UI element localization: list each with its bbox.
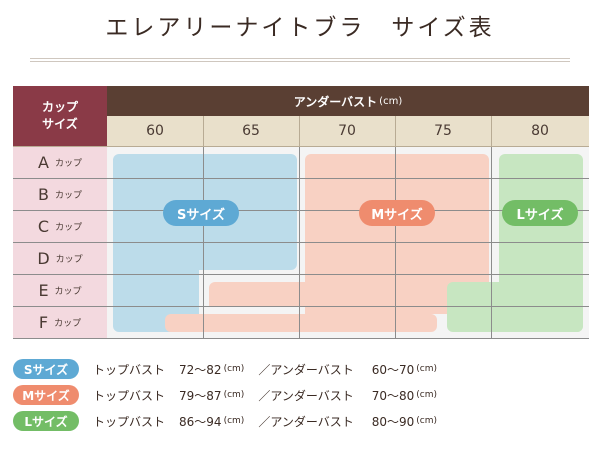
- cup-f-sub: カップ: [54, 318, 82, 329]
- header-vline-1: [203, 116, 204, 146]
- band-80: 80: [491, 116, 589, 146]
- cup-f: F カップ: [13, 306, 107, 338]
- corner-header: カップ サイズ: [13, 86, 107, 146]
- title-divider-2: [30, 61, 570, 62]
- cup-d-sub: カップ: [55, 254, 83, 265]
- cup-b-sub: カップ: [54, 190, 82, 201]
- legend-tag-s: Sサイズ: [13, 359, 79, 379]
- cup-c-sub: カップ: [55, 222, 83, 233]
- band-70: 70: [299, 116, 395, 146]
- cup-f-letter: F: [38, 312, 49, 332]
- grid-hline-5: [13, 306, 589, 307]
- cup-c: C カップ: [13, 210, 107, 242]
- pill-s-size: Sサイズ: [163, 200, 239, 226]
- legend-tag-m: Mサイズ: [13, 385, 79, 405]
- zone-l-bottom: [447, 282, 583, 332]
- legend-l-top-label: トップバスト: [93, 414, 166, 429]
- legend-s-top-unit: (cm): [223, 364, 245, 374]
- band-75: 75: [395, 116, 491, 146]
- header-vline-4: [491, 116, 492, 146]
- legend-m-under-value: 70～80: [371, 388, 415, 403]
- zone-m-bottom: [165, 314, 437, 332]
- size-table: カップ サイズ アンダーバスト (cm) 60 65 70 75 80 A カップ…: [13, 86, 589, 342]
- underbust-header-label: アンダーバスト: [293, 94, 378, 109]
- band-65: 65: [203, 116, 299, 146]
- header-vline-2: [299, 116, 300, 146]
- legend-m-top-unit: (cm): [223, 390, 245, 400]
- legend-s-top-value: 72～82: [179, 362, 222, 377]
- legend-s-top-label: トップバスト: [93, 362, 166, 377]
- band-60: 60: [107, 116, 203, 146]
- cup-e: E カップ: [13, 274, 107, 306]
- legend-l-top-unit: (cm): [223, 416, 245, 426]
- cup-d: D カップ: [13, 242, 107, 274]
- legend-row-l: Lサイズ トップバスト 86～94 (cm) ／アンダーバスト 80～90 (c…: [13, 410, 593, 432]
- corner-line-2: サイズ: [42, 117, 78, 131]
- cup-e-sub: カップ: [54, 286, 82, 297]
- legend-m-top-value: 79～87: [179, 388, 222, 403]
- cup-b-letter: B: [38, 184, 49, 204]
- legend-row-s: Sサイズ トップバスト 72～82 (cm) ／アンダーバスト 60～70 (c…: [13, 358, 593, 380]
- legend-l-top-value: 86～94: [179, 414, 222, 429]
- legend-m-under-unit: (cm): [416, 390, 438, 400]
- legend-l-under-value: 80～90: [371, 414, 415, 429]
- title-divider: [30, 58, 570, 59]
- cup-a-letter: A: [38, 152, 49, 172]
- legend-m-top-label: トップバスト: [93, 388, 166, 403]
- legend-s-under-label: ／アンダーバスト: [258, 362, 354, 377]
- cup-d-letter: D: [37, 248, 50, 268]
- cup-a: A カップ: [13, 146, 107, 178]
- legend-m-under-label: ／アンダーバスト: [258, 388, 354, 403]
- cup-e-letter: E: [38, 280, 49, 300]
- underbust-header: アンダーバスト (cm): [107, 86, 589, 116]
- grid-hline-1: [13, 178, 589, 179]
- grid-hline-0: [13, 146, 589, 147]
- corner-line-1: カップ: [41, 100, 78, 114]
- underbust-header-unit: (cm): [379, 95, 403, 107]
- legend-row-m: Mサイズ トップバスト 79～87 (cm) ／アンダーバスト 70～80 (c…: [13, 384, 593, 406]
- legend-s-under-unit: (cm): [416, 364, 438, 374]
- grid-hline-6: [13, 338, 589, 339]
- legend-l-under-label: ／アンダーバスト: [258, 414, 354, 429]
- legend-l-under-unit: (cm): [416, 416, 438, 426]
- grid-hline-2: [13, 210, 589, 211]
- cup-c-letter: C: [37, 216, 50, 236]
- header-vline-3: [395, 116, 396, 146]
- legend-tag-l: Lサイズ: [13, 411, 79, 431]
- grid-hline-4: [13, 274, 589, 275]
- grid-hline-3: [13, 242, 589, 243]
- cup-b: B カップ: [13, 178, 107, 210]
- cup-a-sub: カップ: [54, 158, 82, 169]
- legend-s-under-value: 60～70: [371, 362, 415, 377]
- page-title: エレアリーナイトブラ サイズ表: [105, 15, 495, 41]
- pill-m-size: Mサイズ: [359, 200, 435, 226]
- pill-l-size: Lサイズ: [502, 200, 578, 226]
